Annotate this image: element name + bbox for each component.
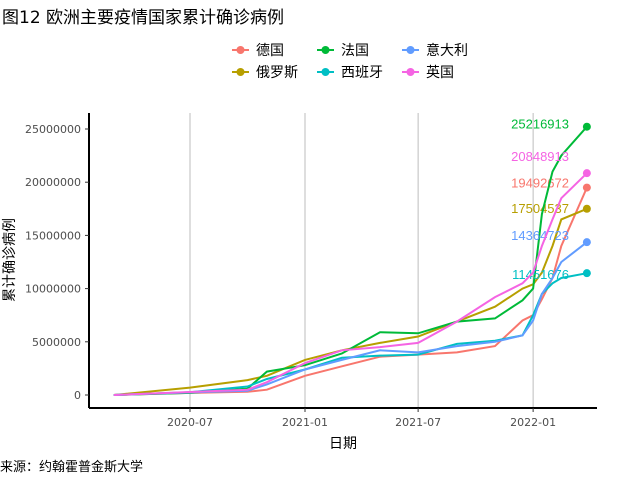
legend-item-德国: 德国 [232, 43, 284, 59]
series-line [113, 126, 588, 396]
x-tick-label: 2021-07 [395, 416, 441, 429]
end-point [582, 169, 591, 178]
x-tick-label: 2021-01 [282, 416, 328, 429]
y-tick-label: 0 [74, 389, 81, 402]
series-英国: 20848913 [113, 149, 591, 396]
end-value-label: 19492672 [511, 176, 569, 191]
legend-item-法国: 法国 [317, 43, 369, 59]
end-value-label: 11451676 [512, 267, 569, 282]
end-point [582, 269, 591, 278]
legend-label: 俄罗斯 [256, 65, 298, 81]
legend-item-英国: 英国 [402, 64, 454, 81]
series-line [113, 241, 588, 396]
end-point [582, 238, 591, 247]
legend-key-point [406, 68, 415, 76]
legend-key-point [236, 46, 245, 54]
legend-item-西班牙: 西班牙 [317, 65, 383, 81]
end-value-label: 25216913 [511, 117, 569, 132]
legend-label: 英国 [426, 64, 454, 81]
end-value-label: 20848913 [511, 149, 569, 164]
y-tick-label: 20000000 [25, 176, 81, 189]
series-line [113, 272, 588, 396]
x-tick-label: 2020-07 [167, 416, 213, 429]
legend-label: 德国 [256, 43, 284, 59]
x-tick-label: 2022-01 [510, 416, 556, 429]
y-tick-label: 5000000 [32, 336, 81, 349]
series-line [113, 187, 588, 396]
y-axis-label: 累计确诊病例 [2, 218, 18, 302]
source-note: 来源：约翰霍普金斯大学 [0, 460, 144, 475]
legend-key-point [406, 46, 415, 54]
chart-title: 图12 欧洲主要疫情国家累计确诊病例 [2, 8, 285, 28]
legend-item-意大利: 意大利 [402, 42, 468, 59]
legend-label: 意大利 [426, 42, 468, 59]
legend-key-point [321, 46, 330, 54]
end-point [582, 204, 591, 213]
series-line [113, 207, 588, 396]
legend-label: 西班牙 [341, 65, 383, 81]
end-value-label: 14364723 [511, 228, 569, 243]
legend-item-俄罗斯: 俄罗斯 [232, 65, 298, 81]
series-意大利: 14364723 [113, 228, 591, 396]
y-tick-label: 15000000 [25, 229, 81, 242]
series-西班牙: 11451676 [113, 267, 591, 396]
x-axis-label: 日期 [329, 436, 357, 452]
series-法国: 25216913 [113, 117, 591, 396]
legend-key-point [321, 68, 330, 76]
end-point [582, 122, 591, 131]
y-tick-label: 25000000 [25, 123, 81, 136]
legend-key-point [236, 68, 245, 76]
series-line [113, 172, 588, 396]
end-point [582, 183, 591, 192]
y-tick-label: 10000000 [25, 283, 81, 296]
legend-label: 法国 [341, 43, 369, 59]
